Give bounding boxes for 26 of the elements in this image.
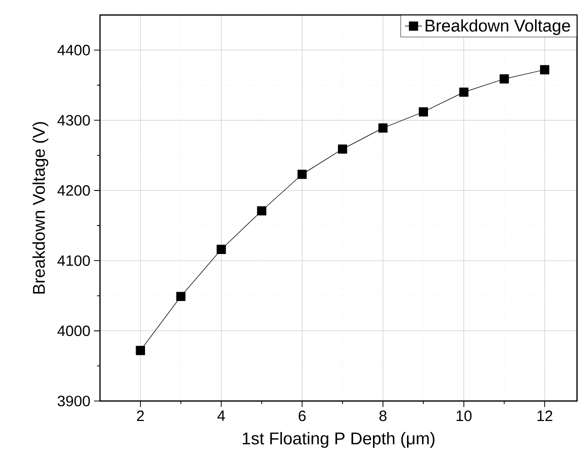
y-tick-label: 4100: [57, 255, 90, 266]
x-tick-label: 12: [537, 410, 552, 421]
point: [298, 170, 307, 179]
point: [136, 346, 146, 356]
x-tick-label: 4: [217, 410, 226, 421]
point: [500, 74, 509, 84]
y-tick-label: 4400: [57, 44, 90, 56]
x-tick-label: 2: [137, 410, 144, 421]
point: [216, 244, 226, 254]
y-tick-label: 3900: [58, 396, 90, 406]
point: [338, 144, 348, 154]
y-axis-title: Breakdown Voltage (V): [32, 122, 48, 294]
x-axis-title: 1st Floating P Depth (μm): [242, 432, 434, 448]
y-tick-label: 4000: [57, 326, 90, 336]
x-tick-label: 8: [379, 410, 386, 422]
point: [176, 292, 186, 302]
x-tick-label: 6: [298, 410, 306, 422]
point: [459, 88, 468, 97]
y-tick-label: 4200: [57, 185, 90, 196]
y-tick-label: 4300: [57, 114, 90, 126]
point: [418, 107, 428, 116]
x-tick-label: 10: [456, 410, 472, 422]
point: [540, 65, 550, 74]
point: [257, 206, 266, 216]
legend-label: Breakdown Voltage: [426, 19, 570, 36]
point: [378, 123, 388, 133]
